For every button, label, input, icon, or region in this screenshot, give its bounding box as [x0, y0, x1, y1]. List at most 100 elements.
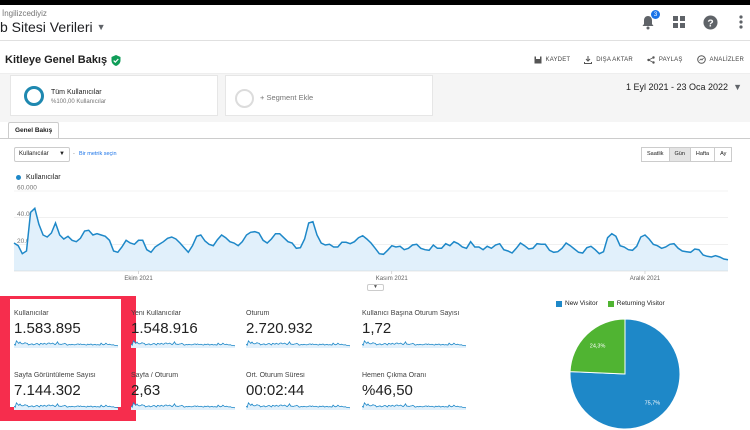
- pie-slice: [569, 318, 626, 375]
- top-icons: 3 ?: [639, 10, 750, 31]
- metric-sparkline: [131, 339, 235, 348]
- metric-label: Sayfa / Oturum: [131, 372, 179, 379]
- metric-card[interactable]: Sayfa Görüntüleme Sayısı 7.144.302: [14, 372, 122, 422]
- metric-sparkline: [362, 339, 466, 348]
- metric-label: Hemen Çıkma Oranı: [362, 372, 427, 379]
- pie-legend: New Visitor Returning Visitor: [556, 300, 665, 307]
- segment-title: Tüm Kullanıcılar: [51, 89, 102, 96]
- y-tick-label: 60.000: [17, 185, 37, 192]
- metric-value: 7.144.302: [14, 382, 81, 399]
- report-header: Kitleye Genel Bakış KAYDET DIŞA AKTAR PA…: [0, 44, 750, 74]
- insights-label: ANALİZLER: [709, 56, 744, 63]
- segment-all-users[interactable]: Tüm Kullanıcılar %100,00 Kullanıcılar: [10, 75, 218, 116]
- vs-separator: -: [73, 151, 75, 157]
- metric-label: Ort. Oturum Süresi: [246, 372, 305, 379]
- metric-card[interactable]: Kullanıcı Başına Oturum Sayısı 1,72: [362, 310, 470, 360]
- page-title-text: Kitleye Genel Bakış: [5, 54, 108, 66]
- x-tick-label: Kasım 2021: [376, 276, 409, 282]
- new-visitor-swatch: [556, 300, 562, 307]
- add-metric-link[interactable]: Bir metrik seçin: [79, 151, 117, 157]
- metric-label: Kullanıcılar: [14, 310, 49, 317]
- save-button[interactable]: KAYDET: [534, 55, 571, 64]
- dropdown-arrow-icon: ▼: [59, 151, 65, 157]
- pie-legend-label: Returning Visitor: [616, 300, 665, 307]
- granularity-toggle: Saatlik Gün Hafta Ay: [641, 147, 733, 162]
- save-icon: [534, 56, 542, 63]
- pie-legend-item: New Visitor: [556, 300, 598, 307]
- segment-bar: Tüm Kullanıcılar %100,00 Kullanıcılar + …: [0, 74, 750, 122]
- metric-card[interactable]: Ort. Oturum Süresi 00:02:44: [246, 372, 354, 422]
- metric-card[interactable]: Kullanıcılar 1.583.895: [14, 310, 122, 360]
- metric-value: 00:02:44: [246, 382, 305, 399]
- pie-legend-label: New Visitor: [565, 300, 598, 307]
- chart-collapse-toggle[interactable]: ▼: [367, 284, 384, 291]
- property-selector[interactable]: b Sitesi Verileri ▼: [0, 19, 106, 35]
- export-icon: [584, 55, 593, 64]
- legend-dot-icon: [16, 175, 21, 180]
- export-label: DIŞA AKTAR: [596, 56, 633, 63]
- tab-divider: [0, 138, 750, 139]
- share-icon: [647, 55, 655, 64]
- metric-value: 2.720.932: [246, 320, 313, 337]
- empty-segment-ring-icon: [235, 89, 254, 108]
- more-vert-icon[interactable]: [732, 13, 750, 31]
- granularity-hourly[interactable]: Saatlik: [641, 147, 670, 162]
- visitor-pie-chart: 75,7% 24,3%: [569, 318, 681, 430]
- segment-subtitle: %100,00 Kullanıcılar: [51, 99, 107, 105]
- add-segment-button[interactable]: + Segment Ekle: [225, 75, 433, 116]
- help-icon[interactable]: ?: [701, 13, 719, 31]
- metric-sparkline: [362, 401, 466, 410]
- metric-sparkline: [14, 339, 118, 348]
- svg-text:?: ?: [707, 18, 713, 29]
- metric-card[interactable]: Yeni Kullanıcılar 1.548.916: [131, 310, 239, 360]
- granularity-month[interactable]: Ay: [714, 147, 733, 162]
- series-area: [14, 208, 728, 271]
- date-range-text: 1 Eyl 2021 - 23 Oca 2022: [626, 82, 729, 92]
- add-segment-label: + Segment Ekle: [260, 93, 314, 102]
- metric-sparkline: [246, 339, 350, 348]
- x-tick-label: Ekim 2021: [124, 276, 153, 282]
- granularity-week[interactable]: Hafta: [689, 147, 716, 162]
- caret-down-icon: ▼: [96, 22, 106, 32]
- metric-selector[interactable]: Kullanıcılar ▼: [14, 147, 70, 162]
- export-button[interactable]: DIŞA AKTAR: [584, 55, 633, 64]
- highlight-inner: [10, 299, 121, 407]
- apps-grid-icon[interactable]: [670, 13, 688, 31]
- share-button[interactable]: PAYLAŞ: [647, 55, 683, 64]
- metric-sparkline: [131, 401, 235, 410]
- granularity-day[interactable]: Gün: [668, 147, 691, 162]
- pie-legend-item: Returning Visitor: [607, 300, 665, 307]
- notification-badge: 3: [651, 10, 660, 19]
- metric-label: Sayfa Görüntüleme Sayısı: [14, 372, 96, 379]
- property-name: b Sitesi Verileri: [0, 19, 93, 35]
- legend-label: Kullanıcılar: [26, 174, 61, 181]
- date-range-picker[interactable]: 1 Eyl 2021 - 23 Oca 2022 ▼: [626, 82, 742, 92]
- metric-label: Yeni Kullanıcılar: [131, 310, 181, 317]
- tab-overview[interactable]: Genel Bakış: [8, 122, 60, 139]
- share-label: PAYLAŞ: [658, 56, 683, 63]
- metric-card[interactable]: Oturum 2.720.932: [246, 310, 354, 360]
- metric-label: Oturum: [246, 310, 270, 317]
- metric-value: %46,50: [362, 382, 413, 399]
- chart-legend: Kullanıcılar: [16, 174, 61, 181]
- top-black-bar: [0, 0, 750, 5]
- verified-check-icon: [111, 54, 121, 66]
- metric-value: 2,63: [131, 382, 161, 399]
- insights-button[interactable]: ANALİZLER: [696, 55, 744, 64]
- metric-card[interactable]: Hemen Çıkma Oranı %46,50: [362, 372, 470, 422]
- metric-sparkline: [246, 401, 350, 410]
- report-actions: KAYDET DIŞA AKTAR PAYLAŞ ANALİZLER: [534, 55, 744, 64]
- notifications-bell-icon[interactable]: 3: [639, 10, 660, 31]
- metric-value: 1,72: [362, 320, 392, 337]
- save-label: KAYDET: [545, 56, 571, 63]
- metric-value: 1.548.916: [131, 320, 198, 337]
- metric-sparkline: [14, 401, 118, 410]
- metric-selector-value: Kullanıcılar: [19, 151, 49, 157]
- account-name: İngilizcediyiz: [2, 9, 47, 18]
- segment-ring-icon: [24, 86, 44, 106]
- page-title: Kitleye Genel Bakış: [5, 54, 121, 66]
- pie-slice-label: 24,3%: [590, 343, 606, 349]
- metric-label: Kullanıcı Başına Oturum Sayısı: [362, 310, 460, 317]
- metric-card[interactable]: Sayfa / Oturum 2,63: [131, 372, 239, 422]
